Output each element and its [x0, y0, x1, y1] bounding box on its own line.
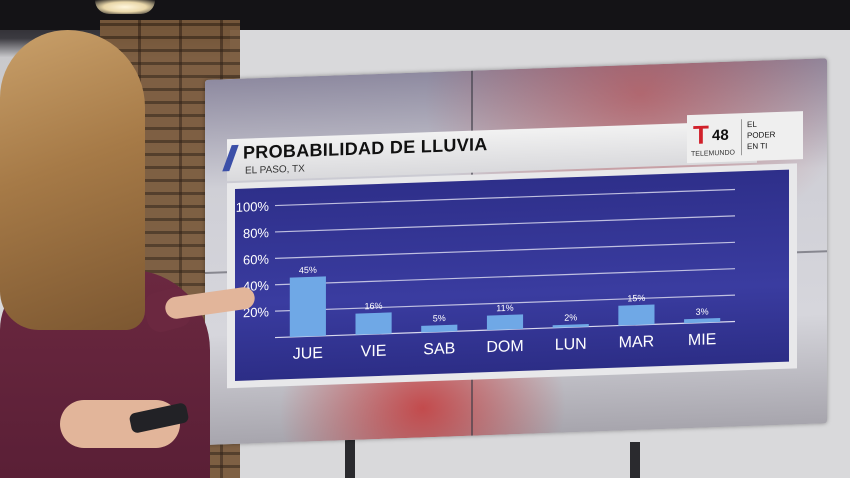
bar-mie — [684, 318, 721, 324]
graphic-title: PROBABILIDAD DE LLUVIA — [243, 134, 488, 163]
weather-monitor: PROBABILIDAD DE LLUVIA EL PASO, TX T 48 … — [205, 58, 827, 445]
x-category-label: SAB — [423, 340, 455, 358]
bar-dom — [486, 314, 524, 331]
x-category-label: DOM — [486, 338, 523, 356]
y-tick-label: 100% — [236, 199, 270, 215]
bar-jue — [289, 276, 326, 338]
bar-value-label: 11% — [496, 303, 513, 314]
rain-chart-panel: 100% 80% 60% 40% 20% 45% JUE 16% VIE 5% SAB 11% DOM 2… — [235, 169, 789, 381]
tagline-line: PODER — [747, 130, 776, 141]
x-category-label: MAR — [619, 333, 655, 351]
gridline — [275, 215, 735, 233]
x-category-label: LUN — [555, 336, 587, 354]
bar-value-label: 16% — [365, 301, 383, 312]
bar-value-label: 15% — [627, 293, 645, 304]
network-name: TELEMUNDO — [691, 149, 735, 159]
bar-vie — [355, 312, 392, 335]
graphic-location: EL PASO, TX — [245, 163, 305, 177]
ceiling-light — [95, 0, 155, 14]
tagline-line: EL — [747, 119, 757, 130]
rain-probability-chart: 100%80%60%40%20%45%JUE16%VIE5%SAB11%DOM2… — [236, 188, 735, 363]
bar-value-label: 3% — [696, 306, 709, 316]
bar-lun — [552, 323, 589, 328]
bar-mar — [618, 304, 655, 326]
gridline — [275, 268, 735, 286]
gridline — [275, 241, 735, 259]
x-category-label: VIE — [361, 343, 387, 361]
x-category-label: JUE — [293, 345, 323, 363]
y-tick-label: 80% — [243, 225, 269, 241]
station-logo: T 48 TELEMUNDO EL PODER EN TI — [687, 111, 803, 164]
meteorologist — [0, 30, 257, 478]
telemundo-t-logo: T — [693, 119, 709, 150]
channel-number: 48 — [712, 126, 729, 145]
tagline-line: EN TI — [747, 141, 768, 152]
bar-value-label: 2% — [564, 312, 577, 322]
y-tick-label: 20% — [243, 304, 269, 320]
monitor-stand — [630, 442, 640, 478]
monitor-stand — [345, 432, 355, 478]
bar-sab — [421, 324, 458, 333]
y-tick-label: 60% — [243, 252, 269, 268]
logo-divider — [741, 119, 742, 156]
bar-value-label: 45% — [299, 265, 317, 276]
gridline — [275, 188, 735, 207]
bar-value-label: 5% — [433, 313, 446, 323]
x-category-label: MIE — [688, 331, 716, 349]
chart-frame: 100% 80% 60% 40% 20% 45% JUE 16% VIE 5% SAB 11% DOM 2… — [227, 163, 797, 389]
meteorologist-hair — [0, 30, 145, 330]
gridline — [275, 294, 735, 312]
